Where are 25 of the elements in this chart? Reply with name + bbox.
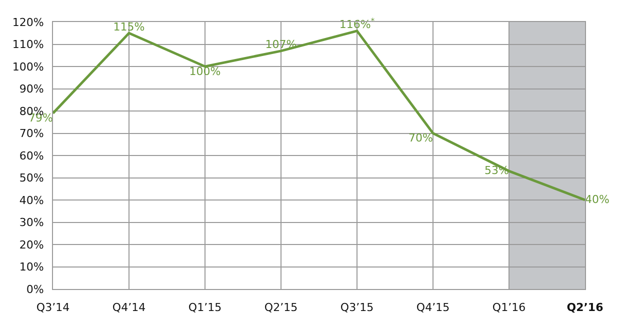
y-tick-label: 90% — [19, 82, 44, 96]
y-tick-label: 50% — [19, 172, 44, 185]
x-tick-label: Q2’15 — [264, 301, 298, 314]
y-tick-label: 100% — [12, 60, 44, 74]
y-tick-label: 70% — [19, 127, 44, 140]
y-tick-label: 0% — [26, 282, 44, 296]
x-tick-label: Q1’16 — [492, 301, 526, 314]
x-tick-label: Q4’15 — [416, 301, 450, 314]
x-tick-label: Q2’16 — [566, 301, 604, 314]
y-tick-label: 60% — [19, 149, 44, 162]
data-label: 115% — [113, 20, 145, 34]
x-tick-label: Q3’15 — [340, 301, 374, 314]
data-label: 40% — [585, 192, 610, 206]
x-tick-label: Q1’15 — [188, 301, 222, 314]
line-series — [53, 30, 585, 202]
y-tick-label: 110% — [12, 38, 44, 52]
data-label: 70% — [408, 132, 433, 144]
y-tick-label: 10% — [19, 260, 44, 274]
x-tick-label: Q3’14 — [36, 301, 70, 314]
y-tick-label: 20% — [19, 238, 44, 252]
y-tick-label: 40% — [19, 194, 44, 207]
data-label: 100% — [189, 64, 221, 78]
x-tick-label: Q4’14 — [112, 301, 146, 314]
y-tick-label: 120% — [12, 16, 44, 29]
y-tick-label: 30% — [19, 216, 44, 230]
